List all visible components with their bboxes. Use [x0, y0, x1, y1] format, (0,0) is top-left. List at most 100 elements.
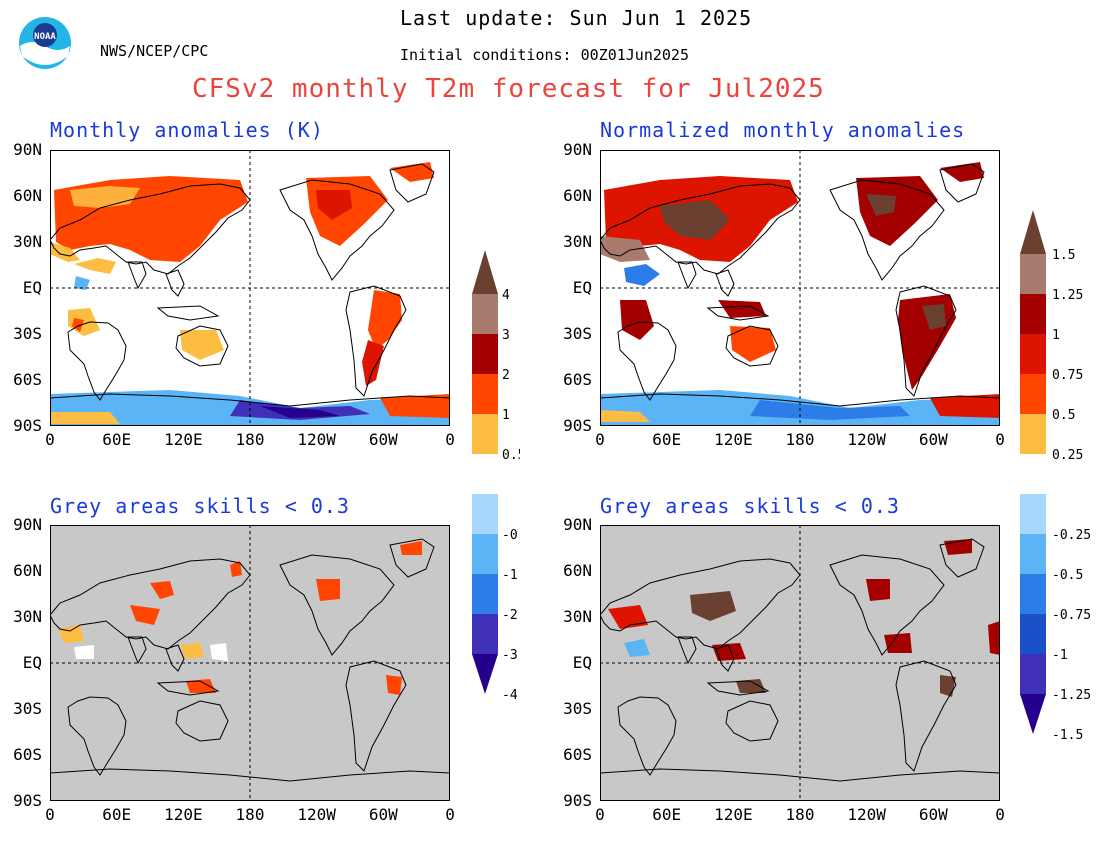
anomaly-shading [210, 643, 228, 661]
lon-tick-label: 0 [45, 805, 55, 824]
colorbar-tick-label: 2 [502, 368, 510, 383]
anomaly-shading [180, 643, 204, 659]
panel-title-monthly-anomalies: Monthly anomalies (K) [50, 118, 324, 142]
coastline-eurasia [600, 558, 801, 650]
colorbar-tick-label: 1.25 [1052, 288, 1083, 303]
anomaly-shading [856, 176, 938, 246]
colorbar-swatch [1020, 574, 1046, 614]
lat-tick-label: 90S [13, 416, 42, 435]
coastline-samerica [895, 285, 957, 397]
anomaly-shading [150, 581, 174, 599]
coastline-namerica [279, 179, 395, 281]
colorbar-swatch [1020, 654, 1046, 694]
anomaly-shading [608, 605, 648, 629]
colorbar-tick-label: -0.5 [502, 528, 520, 543]
lat-tick-label: 30N [563, 232, 592, 251]
lon-tick-label: 120W [847, 430, 886, 449]
lat-tick-label: 30S [13, 699, 42, 718]
lat-tick-label: 90N [13, 515, 42, 534]
coastline-antarctica [50, 768, 450, 801]
colorbar-normalized: 1.5 1.25 1 0.75 0.5 0.25 -0.25 -0.5 -0.75 -1 -1.25… [1020, 210, 1091, 740]
lon-tick-label: 120W [297, 430, 336, 449]
coastline-australia [725, 700, 779, 742]
anomaly-shading [884, 633, 912, 653]
lat-tick-label: EQ [572, 653, 592, 672]
lon-tick-label: 60W [368, 430, 398, 449]
map-monthly-anomalies [50, 150, 450, 426]
map-frame [600, 150, 1000, 426]
colorbar-tick-label: 0.25 [1052, 448, 1083, 463]
colorbar-swatch [472, 294, 498, 334]
lat-tick-label: 30N [13, 232, 42, 251]
lon-tick-label: 60E [652, 805, 682, 824]
coastline-antarctica [600, 768, 1000, 801]
lat-tick-label: 60N [13, 186, 42, 205]
anomaly-shading [922, 304, 946, 330]
lon-tick-label: 60E [102, 805, 132, 824]
lon-tick-label: 0 [45, 430, 55, 449]
lon-tick-label: 180 [785, 430, 815, 449]
lat-tick-label: 90N [563, 140, 592, 159]
anomaly-shading [730, 326, 776, 362]
coastline-eurasia [600, 183, 801, 275]
lon-tick-label: 180 [235, 430, 265, 449]
coastline-africa [67, 696, 127, 776]
lat-tick-label: 30N [563, 607, 592, 626]
lon-tick-label: 180 [235, 805, 265, 824]
colorbar-tick-label: 0.75 [1052, 368, 1083, 383]
coastline-greenland [389, 538, 435, 578]
lat-tick-label: 60N [13, 561, 42, 580]
coastline-greenland [389, 163, 435, 203]
colorbar-swatch [1020, 334, 1046, 374]
anomaly-shading [72, 318, 84, 332]
coastline-africa [67, 321, 127, 401]
agency-label: NWS/NCEP/CPC [100, 42, 209, 60]
colorbar-swatch [472, 414, 498, 454]
lat-tick-label: 60S [13, 745, 42, 764]
anomaly-shading [260, 406, 340, 418]
anomaly-shading [316, 190, 352, 220]
anomaly-shading [660, 200, 730, 240]
lat-tick-label: 30S [563, 324, 592, 343]
map-frame [50, 525, 450, 801]
colorbar-tick-label: -2 [502, 608, 518, 623]
lat-tick-label: 90S [563, 416, 592, 435]
colorbar-swatch [1020, 414, 1046, 454]
colorbar-swatch-neutral [1020, 454, 1046, 494]
colorbar-arrow-top [1020, 210, 1046, 254]
coastline-india [677, 261, 697, 290]
coastline-australia [175, 700, 229, 742]
anomaly-shading [690, 591, 736, 621]
anomaly-shading [316, 579, 340, 601]
lat-tick-label: 60N [563, 186, 592, 205]
colorbar-tick-label: -1.25 [1052, 688, 1091, 703]
lon-tick-label: 0 [995, 805, 1005, 824]
svg-text:NOAA: NOAA [34, 32, 56, 42]
lat-tick-label: 60N [563, 561, 592, 580]
coastline-indonesia [156, 680, 220, 696]
colorbar-tick-label: 0.5 [502, 448, 520, 463]
colorbar-swatch [1020, 614, 1046, 654]
coastline-india [677, 636, 697, 665]
anomaly-shading [940, 162, 984, 182]
anomaly-shading [74, 645, 94, 659]
lon-tick-label: 120E [714, 805, 753, 824]
noaa-logo: NOAA [18, 16, 72, 70]
coastline-namerica [829, 554, 945, 656]
lon-tick-label: 0 [445, 430, 455, 449]
coastline-indonesia [156, 305, 220, 321]
lon-tick-label: 60E [652, 430, 682, 449]
anomaly-shading [362, 340, 384, 386]
anomaly-shading [988, 621, 1000, 655]
anomaly-shading [74, 276, 90, 290]
coastline-seasia [165, 644, 185, 672]
colorbar-swatch [472, 374, 498, 414]
coastline-seasia [715, 269, 735, 297]
anomaly-shading [130, 605, 160, 625]
anomaly-shading [930, 394, 1000, 418]
anomaly-shading [74, 258, 116, 274]
lon-tick-label: 60W [918, 805, 948, 824]
coastline-indonesia [706, 305, 770, 321]
initial-conditions-text: Initial conditions: 00Z01Jun2025 [400, 46, 689, 64]
map-skill-masked-normalized [600, 525, 1000, 801]
